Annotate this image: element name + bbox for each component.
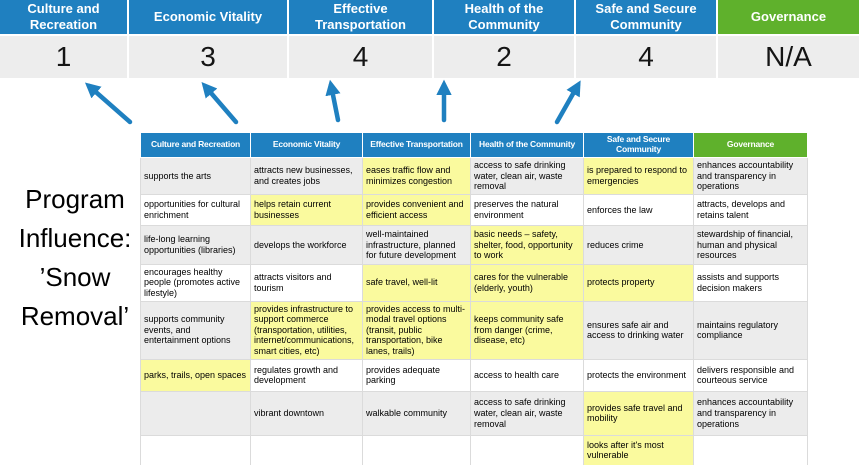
matrix-header: Culture and Recreation (140, 132, 251, 158)
matrix-cell: looks after it's most vulnerable (583, 434, 694, 465)
matrix-cell (362, 434, 471, 465)
matrix-cell: provides adequate parking (362, 358, 471, 392)
matrix-cell (140, 434, 251, 465)
matrix-cell: assists and supports decision makers (693, 263, 808, 302)
banner-score: 4 (289, 36, 432, 78)
matrix-cell: develops the workforce (250, 224, 363, 265)
matrix-cell: regulates growth and development (250, 358, 363, 392)
matrix-header: Governance (693, 132, 808, 158)
matrix-cell: walkable community (362, 390, 471, 436)
matrix-cell: provides convenient and efficient access (362, 193, 471, 226)
matrix-cell: ensures safe air and access to drinking … (583, 300, 694, 360)
matrix-cell (250, 434, 363, 465)
matrix-cell (693, 434, 808, 465)
matrix-cell: basic needs – safety, shelter, food, opp… (470, 224, 584, 265)
matrix-row: supports the arts attracts new businesses… (140, 157, 808, 195)
matrix-cell (140, 390, 251, 436)
matrix-cell: provides access to multi-modal travel op… (362, 300, 471, 360)
matrix-row: life-long learning opportunities (librar… (140, 224, 808, 265)
banner-score: 4 (576, 36, 716, 78)
matrix-header: Safe and Secure Community (583, 132, 694, 158)
up-arrow-icon (84, 82, 133, 125)
matrix-row: encourages healthy people (promotes acti… (140, 263, 808, 302)
matrix-row: looks after it's most vulnerable (140, 434, 808, 465)
matrix-cell (470, 434, 584, 465)
matrix-cell: opportunities for cultural enrichment (140, 193, 251, 226)
matrix-cell: stewardship of financial, human and phys… (693, 224, 808, 265)
matrix-cell: reduces crime (583, 224, 694, 265)
matrix-header-row: Culture and Recreation Economic Vitality E… (140, 132, 808, 158)
up-arrow-icon (554, 80, 581, 125)
matrix-row: supports community events, and entertain… (140, 300, 808, 360)
matrix-cell: encourages healthy people (promotes acti… (140, 263, 251, 302)
matrix-header: Health of the Community (470, 132, 584, 158)
matrix-cell: provides infrastructure to support comme… (250, 300, 363, 360)
banner-header: Culture and Recreation (0, 0, 127, 34)
matrix-cell: access to safe drinking water, clean air… (470, 157, 584, 195)
banner-header: Safe and Secure Community (576, 0, 716, 34)
matrix-cell: attracts new businesses, and creates job… (250, 157, 363, 195)
banner-header: Effective Transportation (289, 0, 432, 34)
arrows-layer (84, 79, 581, 125)
matrix-cell: access to safe drinking water, clean air… (470, 390, 584, 436)
matrix-cell: safe travel, well-lit (362, 263, 471, 302)
matrix-row: opportunities for cultural enrichment hel… (140, 193, 808, 226)
matrix-row: vibrant downtown walkable community access… (140, 390, 808, 436)
matrix-cell: life-long learning opportunities (librar… (140, 224, 251, 265)
matrix-cell: access to health care (470, 358, 584, 392)
matrix-cell: delivers responsible and courteous servi… (693, 358, 808, 392)
matrix-cell: enhances accountability and transparency… (693, 390, 808, 436)
matrix-cell: attracts, develops and retains talent (693, 193, 808, 226)
matrix-cell: preserves the natural environment (470, 193, 584, 226)
program-influence-title: Program Influence: ’Snow Removal’ (18, 184, 132, 331)
banner-header: Economic Vitality (129, 0, 287, 34)
up-arrow-icon (325, 79, 341, 123)
matrix-cell: keeps community safe from danger (crime,… (470, 300, 584, 360)
matrix-head: Culture and Recreation Economic Vitality E… (140, 132, 808, 158)
matrix-header: Effective Transportation (362, 132, 471, 158)
matrix-cell: helps retain current businesses (250, 193, 363, 226)
matrix-cell: eases traffic flow and minimizes congest… (362, 157, 471, 195)
banner-score: 3 (129, 36, 287, 78)
influence-matrix: Culture and Recreation Economic Vitality E… (140, 132, 808, 465)
matrix-row: parks, trails, open spaces regulates grow… (140, 358, 808, 392)
banner-header: Governance (718, 0, 859, 34)
summary-banner: Culture and Recreation Economic Vitality E… (0, 0, 859, 78)
banner-score: 1 (0, 36, 127, 78)
matrix-cell: supports community events, and entertain… (140, 300, 251, 360)
matrix-cell: well-maintained infrastructure, planned … (362, 224, 471, 265)
matrix-cell: attracts visitors and tourism (250, 263, 363, 302)
matrix-cell: enhances accountability and transparency… (693, 157, 808, 195)
banner-header: Health of the Community (434, 0, 574, 34)
up-arrow-icon (201, 81, 239, 125)
matrix-cell: protects property (583, 263, 694, 302)
matrix-cell: is prepared to respond to emergencies (583, 157, 694, 195)
matrix-cell: provides safe travel and mobility (583, 390, 694, 436)
matrix-cell: vibrant downtown (250, 390, 363, 436)
matrix-cell: maintains regulatory compliance (693, 300, 808, 360)
matrix-cell: supports the arts (140, 157, 251, 195)
matrix-cell: cares for the vulnerable (elderly, youth… (470, 263, 584, 302)
matrix-cell: parks, trails, open spaces (140, 358, 251, 392)
matrix-cell: protects the environment (583, 358, 694, 392)
matrix-cell: enforces the law (583, 193, 694, 226)
matrix-header: Economic Vitality (250, 132, 363, 158)
matrix-body: supports the arts attracts new businesses… (140, 157, 808, 465)
banner-score: 2 (434, 36, 574, 78)
banner-score: N/A (718, 36, 859, 78)
